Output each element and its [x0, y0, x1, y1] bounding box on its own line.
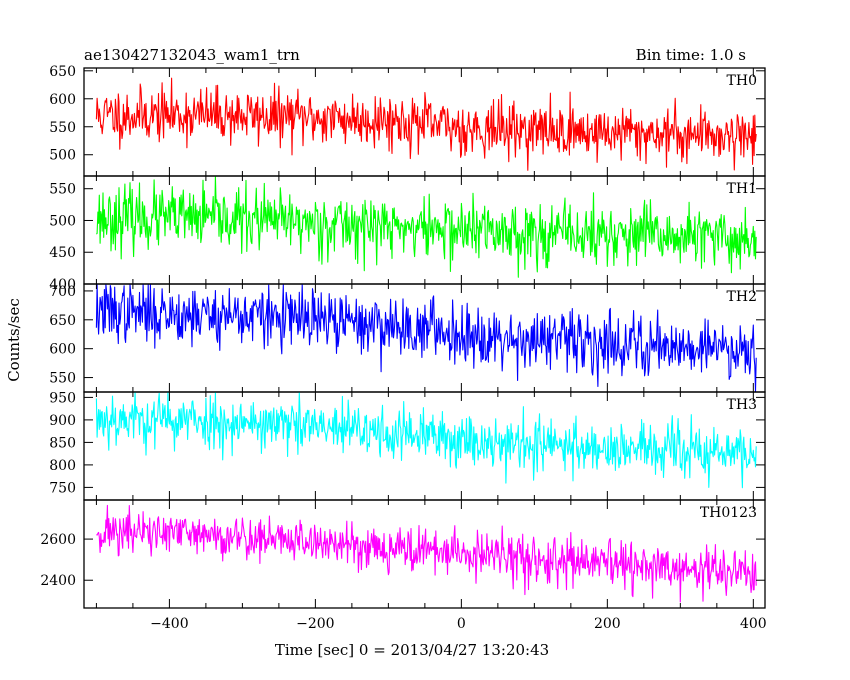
y-tick-label: 900 [49, 413, 76, 429]
bin-time-label: Bin time: 1.0 s [636, 46, 746, 64]
series-line-th0 [95, 77, 757, 171]
y-tick-label: 2400 [40, 573, 76, 589]
panel-label-th1: TH1 [727, 181, 757, 197]
panel-label-th0: TH0 [727, 73, 757, 89]
series-line-th2 [95, 284, 757, 392]
y-tick-label: 500 [49, 148, 76, 164]
panel-th0123: 2400 2600 TH0123 [40, 499, 766, 609]
series-line-th1 [95, 176, 757, 278]
x-tick-label: −400 [150, 616, 188, 632]
y-tick-label: 550 [49, 182, 76, 198]
y-tick-label: 550 [49, 371, 76, 387]
panel-th3: 750 800 850 900 950 TH3 [49, 390, 766, 501]
y-tick-label: 850 [49, 435, 76, 451]
plot-title: ae130427132043_wam1_trn [84, 46, 300, 64]
x-tick-label: 0 [457, 616, 466, 632]
panel-label-th3: TH3 [727, 397, 757, 413]
y-tick-label: 400 [49, 277, 76, 293]
series-line-th3 [95, 391, 757, 489]
y-tick-label: 650 [49, 313, 76, 329]
y-tick-label: 450 [49, 245, 76, 261]
panel-label-th2: TH2 [727, 289, 757, 305]
panel-frame [83, 391, 766, 501]
y-tick-label: 800 [49, 458, 76, 474]
series-line-th0123 [96, 504, 757, 603]
panels-layer: 500 550 600 650 TH0 400 450 500 550 TH1 550 600 650 7… [40, 64, 766, 632]
x-tick-label: −200 [296, 616, 334, 632]
y-tick-label: 600 [49, 342, 76, 358]
panel-th2: 550 600 650 700 TH2 [49, 283, 766, 393]
y-tick-label: 700 [49, 284, 76, 300]
x-tick-label: 400 [740, 616, 767, 632]
y-tick-label: 650 [49, 64, 76, 80]
y-tick-label: 500 [49, 213, 76, 229]
panel-th0: 500 550 600 650 TH0 [49, 64, 766, 177]
y-tick-label: 550 [49, 120, 76, 136]
y-tick-label: 2600 [40, 532, 76, 548]
panel-label-th0123: TH0123 [700, 505, 757, 521]
y-tick-label: 750 [49, 480, 76, 496]
panel-th1: 400 450 500 550 TH1 [49, 175, 766, 293]
y-axis-label: Counts/sec [5, 298, 23, 382]
x-tick-label: 200 [594, 616, 621, 632]
y-tick-label: 600 [49, 92, 76, 108]
x-axis-label: Time [sec] 0 = 2013/04/27 13:20:43 [275, 641, 549, 659]
y-tick-label: 950 [49, 390, 76, 406]
